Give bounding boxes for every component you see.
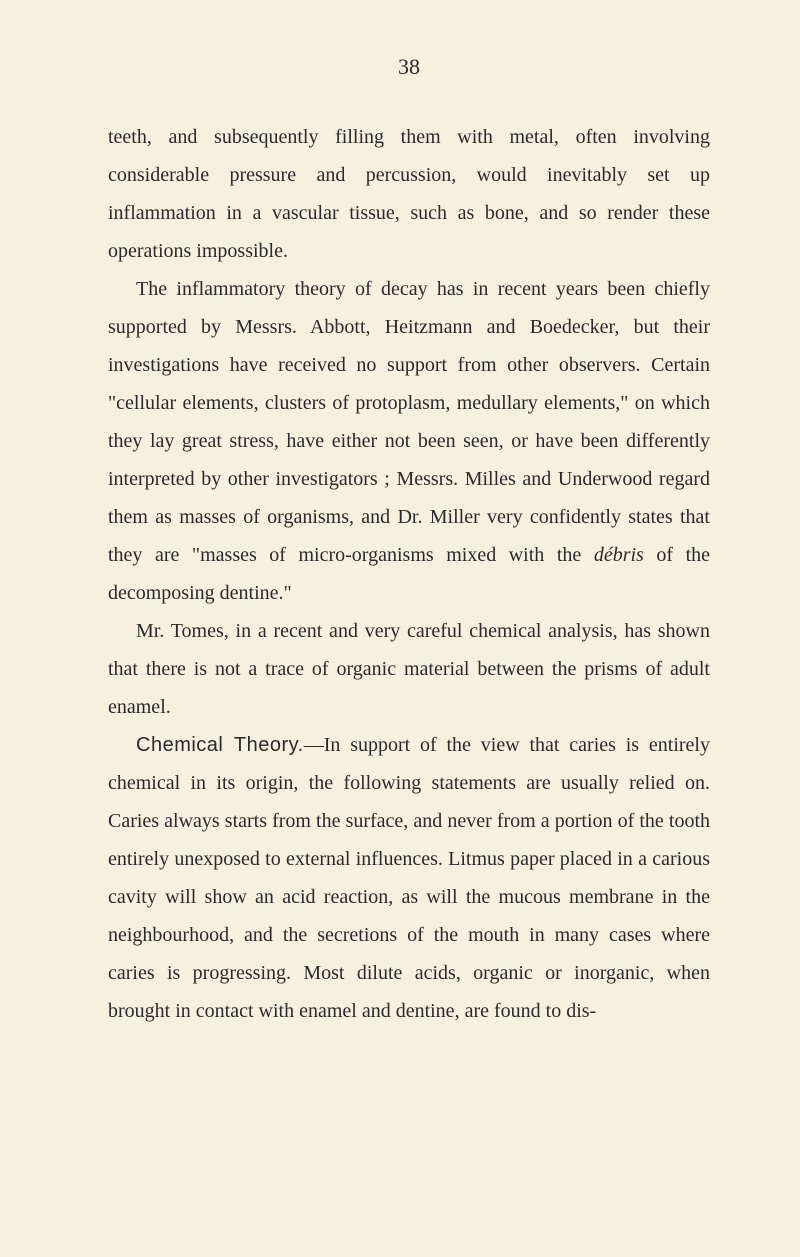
paragraph-3-text: Mr. Tomes, in a recent and very careful … (108, 620, 710, 718)
paragraph-1: teeth, and subsequently filling them wit… (108, 118, 710, 270)
paragraph-3: Mr. Tomes, in a recent and very careful … (108, 612, 710, 726)
paragraph-2-italic: débris (594, 544, 644, 566)
page-number: 38 (108, 54, 710, 80)
section-label-chemical-theory: Chemical Theory. (136, 734, 304, 756)
page-container: 38 teeth, and subsequently filling them … (0, 0, 800, 1090)
paragraph-4-text: —In support of the view that caries is e… (108, 734, 710, 1022)
paragraph-2: The inflammatory theory of decay has in … (108, 270, 710, 612)
paragraph-2-text: The inflammatory theory of decay has in … (108, 278, 710, 566)
paragraph-4: Chemical Theory.—In support of the view … (108, 726, 710, 1030)
paragraph-1-text: teeth, and subsequently filling them wit… (108, 126, 710, 262)
